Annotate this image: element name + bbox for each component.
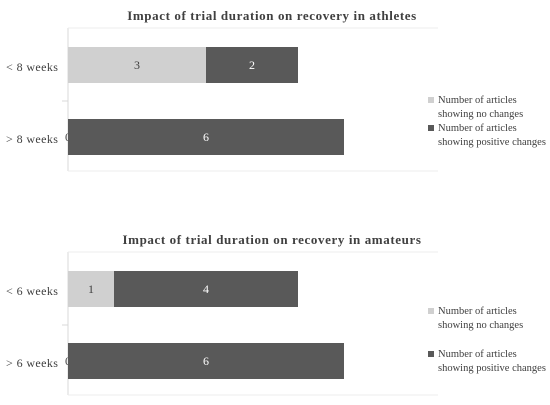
category-tick-label: > 8 weeks xyxy=(6,132,58,146)
bar-segment xyxy=(68,119,344,155)
chart-athletes: Impact of trial duration on recovery in … xyxy=(6,8,546,172)
data-label: 2 xyxy=(249,58,255,72)
bar-segment xyxy=(68,271,114,307)
bar-segment xyxy=(206,47,298,83)
chart-title: Impact of trial duration on recovery in … xyxy=(123,232,422,247)
bar-segment xyxy=(68,47,206,83)
data-label: 6 xyxy=(203,130,209,144)
data-label: 3 xyxy=(134,58,140,72)
category-tick-label: < 8 weeks xyxy=(6,60,58,74)
legend-swatch xyxy=(428,125,434,131)
legend-label: Number of articles showing no changes xyxy=(438,95,523,120)
legend-label: Number of articles showing no changes xyxy=(438,306,523,331)
data-label: 4 xyxy=(203,282,209,296)
category-tick-label: < 6 weeks xyxy=(6,284,58,298)
bar-segment xyxy=(68,343,344,379)
data-label: 6 xyxy=(203,354,209,368)
legend-label: Number of articles showing positive chang… xyxy=(438,123,546,148)
category-tick-label: > 6 weeks xyxy=(6,356,58,370)
legend-swatch xyxy=(428,351,434,357)
legend-label: Number of articles showing positive chang… xyxy=(438,349,546,374)
legend-swatch xyxy=(428,97,434,103)
chart-amateurs: Impact of trial duration on recovery in … xyxy=(6,232,546,396)
legend-swatch xyxy=(428,308,434,314)
chart-title: Impact of trial duration on recovery in … xyxy=(127,8,417,23)
bar-segment xyxy=(114,271,298,307)
data-label: 1 xyxy=(88,282,94,296)
